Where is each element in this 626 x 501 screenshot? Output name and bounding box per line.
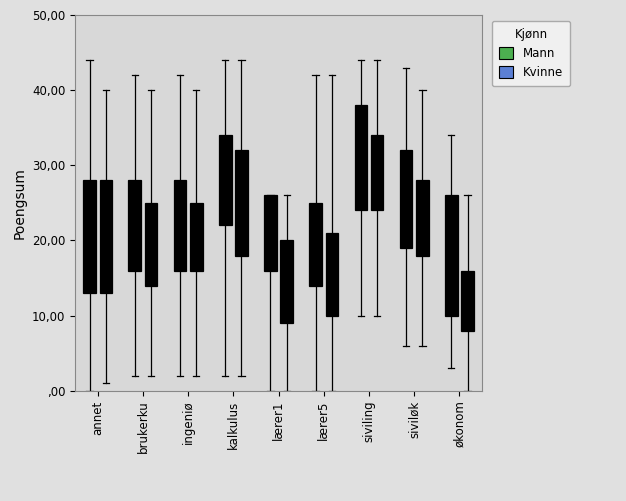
PathPatch shape bbox=[219, 135, 232, 225]
Y-axis label: Poengsum: Poengsum bbox=[13, 167, 26, 239]
PathPatch shape bbox=[371, 135, 384, 210]
PathPatch shape bbox=[83, 180, 96, 293]
PathPatch shape bbox=[354, 105, 367, 210]
PathPatch shape bbox=[280, 240, 293, 323]
PathPatch shape bbox=[400, 150, 413, 248]
PathPatch shape bbox=[445, 195, 458, 316]
Legend: Mann, Kvinne: Mann, Kvinne bbox=[492, 21, 570, 86]
PathPatch shape bbox=[416, 180, 429, 256]
PathPatch shape bbox=[264, 195, 277, 271]
PathPatch shape bbox=[190, 203, 203, 271]
PathPatch shape bbox=[145, 203, 157, 286]
PathPatch shape bbox=[173, 180, 187, 271]
PathPatch shape bbox=[128, 180, 141, 271]
PathPatch shape bbox=[235, 150, 248, 256]
PathPatch shape bbox=[326, 233, 338, 316]
PathPatch shape bbox=[309, 203, 322, 286]
PathPatch shape bbox=[461, 271, 474, 331]
PathPatch shape bbox=[100, 180, 112, 293]
